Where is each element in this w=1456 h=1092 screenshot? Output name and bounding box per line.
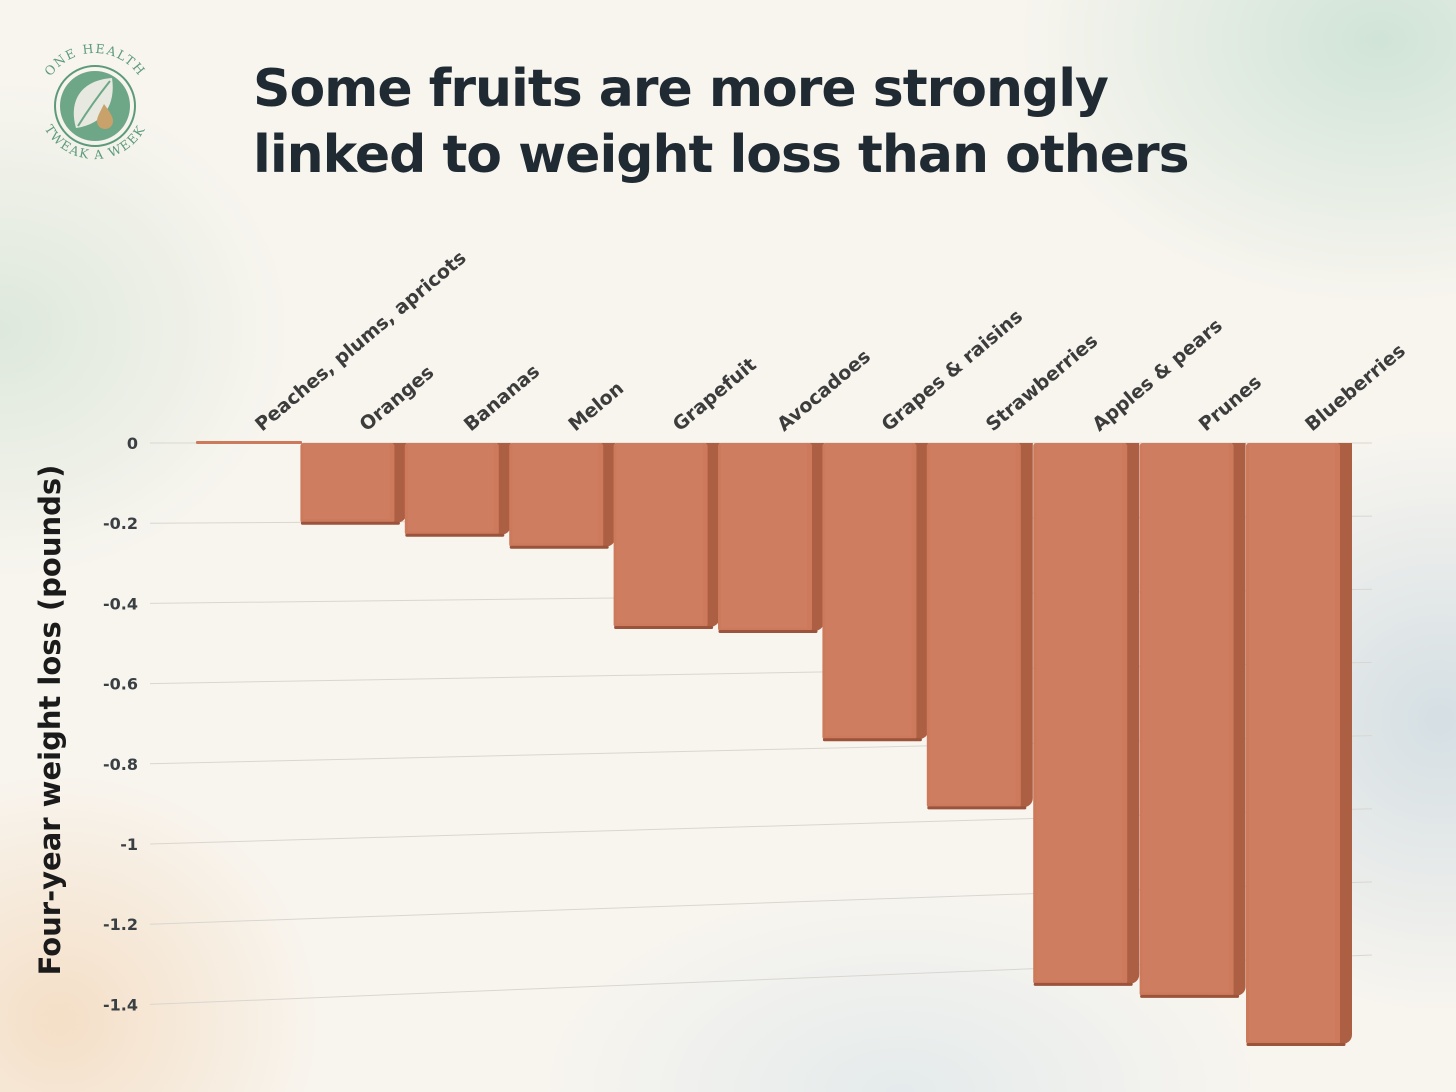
bar (1139, 443, 1246, 998)
y-tick-layer: 0 -0.2 -0.4 -0.6 -0.8 -1 -1.2 -1.4 (103, 434, 138, 1014)
bar (1033, 443, 1140, 986)
bar-side (810, 443, 824, 632)
bar-highlight (407, 443, 494, 532)
bar-highlight (929, 443, 1016, 804)
y-tick-label: -0.8 (103, 755, 138, 774)
chart-title-line-1: Some fruits are more strongly (253, 59, 1109, 119)
bar (196, 441, 302, 444)
leaf-droplet-icon: ONE HEALTH TWEAK A WEEK (41, 41, 147, 163)
bar-highlight (825, 443, 912, 736)
bar-front (1139, 443, 1234, 997)
bar-highlight (721, 443, 807, 628)
bar-side (1125, 443, 1140, 985)
y-tick-label: -0.2 (103, 514, 138, 533)
bar (822, 443, 929, 742)
bar (1246, 443, 1352, 1046)
bar-front (718, 443, 812, 632)
category-label: Strawberries (982, 330, 1102, 436)
bar-highlight (303, 443, 390, 520)
bar (926, 443, 1033, 810)
chart-title: Some fruits are more strongly linked to … (253, 56, 1353, 188)
bar-highlight (512, 443, 599, 544)
bar-highlight (1036, 443, 1123, 981)
bar (718, 443, 824, 633)
bar-side (392, 443, 407, 524)
bar (509, 443, 616, 549)
bar-front (1246, 443, 1340, 1045)
bar-front (1033, 443, 1128, 985)
y-tick-label: -1.2 (103, 915, 138, 934)
bar-front (509, 443, 604, 548)
bar-highlight (1142, 443, 1229, 993)
bar (613, 443, 720, 629)
y-tick-label: -1 (120, 835, 138, 854)
bar-side (1018, 443, 1033, 808)
category-label: Oranges (355, 361, 438, 435)
category-label: Avocadoes (773, 345, 875, 435)
chart-title-line-2: linked to weight loss than others (253, 125, 1190, 185)
bar-front (822, 443, 917, 740)
category-label: Bananas (460, 360, 544, 436)
bar-side (496, 443, 511, 536)
y-tick-label: -1.4 (103, 995, 138, 1014)
bar-side (1338, 443, 1352, 1045)
bar-highlight (1249, 443, 1335, 1041)
bar (300, 443, 407, 525)
category-label: Grapefuit (669, 354, 761, 436)
bar-side (914, 443, 929, 740)
bar (404, 443, 511, 537)
bar-front (926, 443, 1021, 808)
y-tick-label: -0.6 (103, 675, 138, 694)
category-label: Prunes (1195, 371, 1266, 436)
category-label: Peaches, plums, apricots (251, 247, 470, 436)
bar-front (404, 443, 499, 536)
category-label: Blueberries (1301, 340, 1410, 436)
bar-layer (196, 441, 1352, 1046)
bar-side (705, 443, 720, 628)
bar-front (613, 443, 708, 628)
one-health-logo: ONE HEALTH TWEAK A WEEK (20, 28, 170, 178)
y-tick-label: 0 (127, 434, 138, 453)
y-tick-label: -0.4 (103, 594, 138, 613)
bar-side (1231, 443, 1246, 997)
bar-front (196, 441, 302, 444)
bar-highlight (616, 443, 703, 624)
category-label: Melon (564, 377, 628, 436)
bar-side (601, 443, 616, 548)
bar-front (300, 443, 395, 524)
